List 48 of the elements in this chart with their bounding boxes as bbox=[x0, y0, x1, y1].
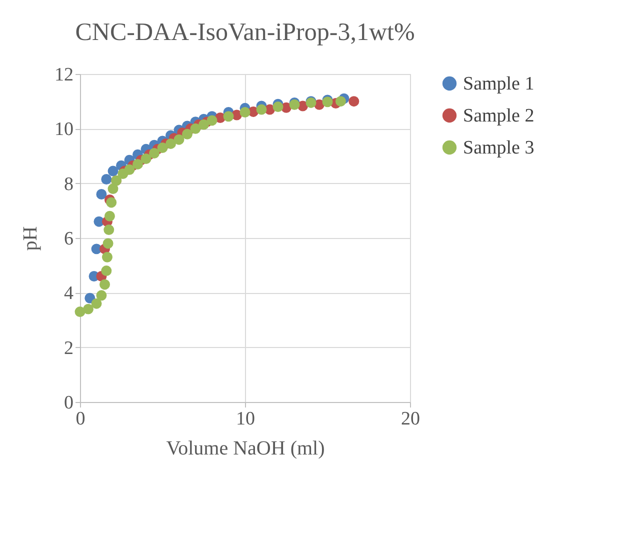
point bbox=[108, 184, 118, 194]
x-tick-label: 20 bbox=[401, 408, 420, 430]
point bbox=[335, 96, 346, 107]
point bbox=[174, 134, 184, 145]
point bbox=[104, 224, 114, 236]
point bbox=[206, 115, 218, 126]
point bbox=[96, 290, 107, 301]
y-tick-label: 2 bbox=[64, 338, 74, 359]
point bbox=[240, 107, 250, 118]
point bbox=[102, 252, 112, 262]
y-tick-label: 10 bbox=[54, 119, 74, 140]
point bbox=[182, 128, 192, 140]
point bbox=[83, 304, 94, 314]
point bbox=[91, 298, 102, 309]
y-tick-label: 6 bbox=[64, 228, 74, 250]
legend-label: Sample 2 bbox=[463, 106, 534, 126]
y-axis-title: pH bbox=[20, 226, 42, 251]
point bbox=[348, 96, 360, 107]
point bbox=[101, 174, 112, 184]
point bbox=[96, 189, 107, 200]
point bbox=[84, 292, 96, 304]
point bbox=[190, 123, 201, 134]
y-tick-label: 12 bbox=[54, 64, 74, 86]
point bbox=[166, 138, 176, 149]
point bbox=[100, 279, 110, 290]
point bbox=[140, 154, 152, 164]
point bbox=[256, 104, 267, 115]
y-tick-label: 8 bbox=[64, 174, 74, 195]
point bbox=[102, 238, 114, 249]
legend-label: Sample 1 bbox=[463, 74, 534, 94]
point bbox=[149, 148, 160, 158]
point bbox=[108, 166, 118, 176]
point bbox=[132, 158, 143, 170]
point bbox=[272, 102, 284, 112]
point bbox=[101, 266, 112, 276]
point bbox=[124, 164, 135, 175]
point bbox=[74, 306, 86, 318]
y-tick-label: 4 bbox=[64, 283, 74, 304]
y-tick-label: 0 bbox=[64, 392, 74, 414]
point bbox=[198, 119, 209, 130]
x-axis-title: Volume NaOH (ml) bbox=[166, 438, 325, 460]
legend-label: Sample 3 bbox=[463, 138, 534, 158]
point bbox=[157, 142, 168, 154]
x-tick-label: 10 bbox=[236, 408, 255, 430]
chart-title: CNC-DAA-IsoVan-iProp-3,1wt% bbox=[75, 19, 415, 46]
point bbox=[223, 111, 234, 122]
point bbox=[104, 210, 115, 222]
point bbox=[106, 197, 117, 208]
